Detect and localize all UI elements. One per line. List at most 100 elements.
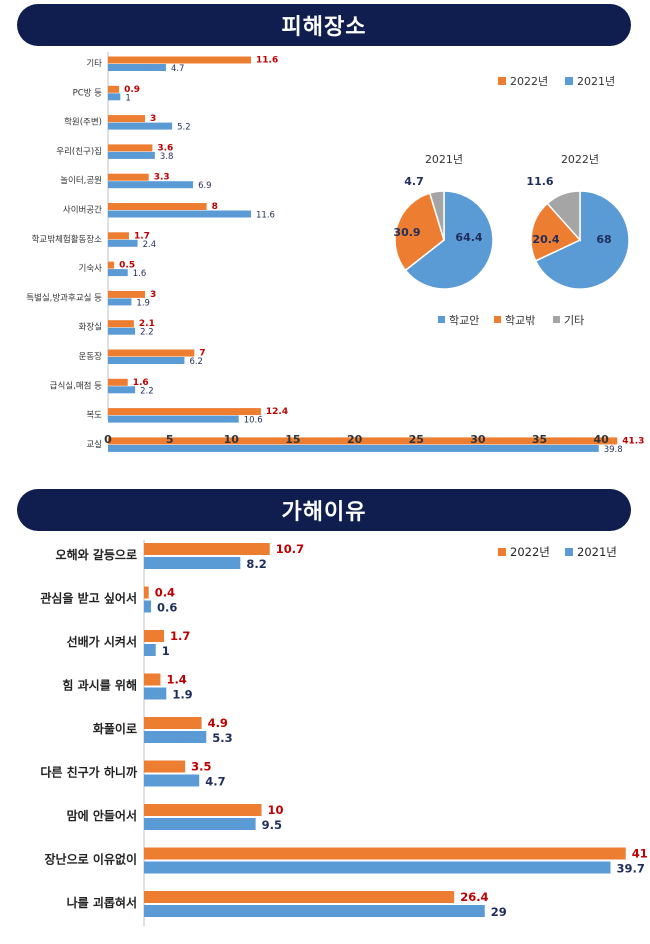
bar-2022	[144, 760, 186, 773]
value-label-2021: 1.6	[133, 269, 147, 279]
value-label-2022: 3.6	[157, 143, 173, 153]
x-tick-label: 15	[285, 433, 300, 446]
bar-2021	[108, 298, 132, 306]
value-label-2021: 1	[125, 93, 130, 103]
category-label: 화장실	[79, 322, 102, 333]
legend-label-2022: 2022년	[510, 75, 548, 88]
pie-slice	[394, 192, 445, 272]
pie-value-label: 11.6	[526, 175, 553, 188]
category-label: 나를 괴롭혀서	[67, 895, 137, 910]
category-label: 급식실,매점 등	[50, 380, 103, 391]
value-label-2021: 4.7	[205, 775, 225, 789]
value-label-2021: 5.2	[177, 123, 191, 133]
bar-2021	[108, 181, 194, 189]
value-label-2022: 1.7	[170, 629, 190, 643]
x-tick-label: 5	[166, 433, 174, 446]
bar-2022	[108, 290, 145, 298]
category-label: 학원(주변)	[64, 117, 102, 128]
value-label-2021: 39.7	[616, 862, 644, 876]
legend-swatch-2022	[498, 77, 506, 85]
category-label: 장난으로 이유없이	[45, 852, 138, 867]
value-label-2021: 8.2	[246, 557, 266, 571]
x-tick-label: 20	[347, 433, 363, 446]
category-label: 화풀이로	[93, 721, 137, 736]
category-label: 놀이터,공원	[60, 175, 102, 186]
pie-title: 2022년	[561, 153, 599, 166]
pie-slice	[530, 202, 582, 262]
bar-2022	[108, 173, 149, 181]
bar-2021	[108, 93, 121, 101]
pie-legend-label: 기타	[564, 314, 584, 327]
bar-2022	[108, 437, 618, 445]
value-label-2022: 1.7	[134, 231, 150, 241]
bar-2022	[108, 232, 129, 240]
value-label-2022: 4.9	[208, 716, 228, 730]
bar-2022	[144, 630, 164, 642]
value-label-2021: 0.6	[157, 601, 177, 615]
x-tick-label: 30	[470, 433, 486, 446]
section-title-perpetration-reason: 가해이유	[17, 489, 631, 531]
legend-label-2021: 2021년	[577, 545, 617, 559]
bar-2021	[108, 210, 252, 218]
value-label-2022: 1.6	[133, 378, 149, 388]
bar-2022	[108, 203, 207, 210]
bar-2021	[144, 905, 485, 917]
value-label-2022: 8	[212, 202, 218, 212]
bar-2022	[108, 115, 145, 123]
category-label: 사이버공간	[63, 205, 102, 216]
value-label-2022: 41	[632, 847, 648, 861]
value-label-2022: 12.4	[266, 407, 288, 417]
value-label-2021: 4.7	[171, 64, 185, 74]
bar-2022	[144, 717, 202, 729]
category-label: 선배가 시켜서	[67, 634, 137, 649]
bar-2021	[108, 386, 136, 394]
category-label: 관심을 받고 싶어서	[40, 591, 137, 606]
pie-legend-label: 학교안	[449, 314, 479, 327]
legend-swatch-2022	[498, 548, 506, 556]
category-label: 기타	[86, 59, 102, 69]
pie-value-label: 30.9	[393, 226, 420, 239]
legend-swatch-2021	[565, 548, 573, 556]
bar-2021	[108, 327, 136, 335]
value-label-2022: 3.3	[154, 173, 170, 183]
pie-slice	[404, 190, 494, 290]
bar-2022	[108, 378, 128, 386]
pie-title: 2021년	[425, 153, 463, 166]
value-label-2022: 3	[150, 290, 156, 300]
bar-2022	[108, 261, 115, 269]
pie-legend-swatch	[553, 316, 560, 323]
pie-legend-swatch	[438, 316, 445, 323]
value-label-2021: 2.2	[140, 386, 154, 396]
bar-2021	[144, 600, 152, 613]
category-label: 우리(친구)집	[56, 146, 102, 157]
bar-2022	[144, 847, 626, 860]
bar-2021	[144, 818, 256, 830]
value-label-2021: 2.4	[143, 240, 157, 250]
bar-2021	[144, 731, 207, 743]
bar-2022	[144, 804, 262, 816]
category-label: 맘에 안들어서	[67, 808, 137, 823]
bar-2021	[108, 239, 138, 247]
value-label-2022: 10.7	[276, 542, 304, 556]
bar-2022	[108, 320, 134, 328]
bar-2022	[108, 56, 252, 64]
value-label-2022: 41.3	[622, 436, 644, 446]
bar-2021	[108, 415, 239, 423]
value-label-2022: 0.5	[119, 261, 135, 271]
pie-value-label: 68	[596, 233, 611, 246]
category-label: PC방 등	[73, 87, 103, 98]
x-tick-label: 10	[224, 433, 240, 446]
value-label-2021: 11.6	[256, 211, 275, 221]
category-label: 특별실,방과후교실 등	[26, 292, 102, 303]
category-label: 기숙사	[79, 264, 103, 274]
bar-2022	[144, 586, 149, 599]
bar-2022	[108, 144, 153, 152]
pie-value-label: 4.7	[404, 175, 424, 188]
category-label: 복도	[86, 411, 102, 421]
value-label-2021: 2.2	[140, 328, 154, 338]
value-label-2021: 6.9	[198, 181, 212, 191]
bar-2022	[144, 673, 161, 686]
bar-2021	[108, 444, 599, 452]
value-label-2022: 1.4	[166, 673, 186, 687]
